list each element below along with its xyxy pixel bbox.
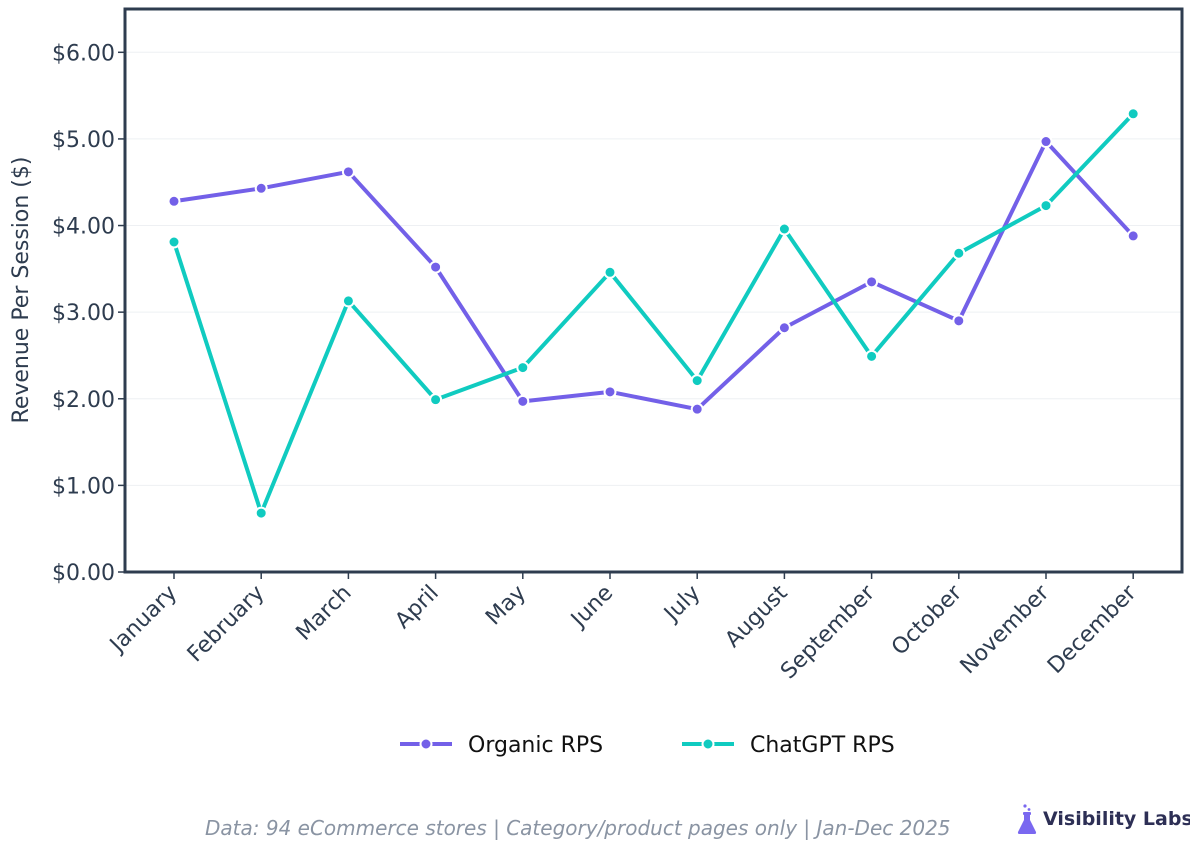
- data-point: [1126, 229, 1140, 243]
- y-tick-label: $0.00: [52, 561, 115, 586]
- data-point: [429, 393, 443, 407]
- y-axis-label: Revenue Per Session ($): [9, 157, 34, 424]
- plot-frame: [123, 7, 1184, 574]
- x-tick-label: October: [887, 580, 968, 661]
- data-point: [952, 246, 966, 260]
- data-point: [1039, 199, 1053, 213]
- data-point: [254, 506, 268, 520]
- data-point: [777, 222, 791, 236]
- legend-label: ChatGPT RPS: [750, 733, 895, 758]
- data-point: [167, 235, 181, 249]
- x-tick-label: February: [183, 581, 270, 668]
- y-tick-label: $5.00: [52, 128, 115, 153]
- data-source-note: Data: 94 eCommerce stores | Category/pro…: [205, 816, 951, 840]
- series-line: [172, 111, 1136, 516]
- x-tick-label: November: [956, 580, 1055, 679]
- x-tick-label: June: [565, 581, 618, 634]
- y-tick-label: $4.00: [52, 215, 115, 240]
- grid-lines: [125, 51, 1182, 486]
- data-point: [254, 181, 268, 195]
- x-tick-label: January: [104, 581, 182, 659]
- flask-icon: [1017, 804, 1037, 834]
- data-point: [1039, 135, 1053, 149]
- data-point: [603, 385, 617, 399]
- data-point: [429, 260, 443, 274]
- series-line: [172, 139, 1136, 412]
- y-tick-label: $1.00: [52, 474, 115, 499]
- legend: Organic RPS ChatGPT RPS: [400, 733, 895, 758]
- data-point: [341, 165, 355, 179]
- y-tick-label: $6.00: [52, 41, 115, 66]
- brand-name: Visibility Labs: [1043, 808, 1190, 830]
- series-lines: [167, 107, 1140, 520]
- x-tick-label: March: [292, 581, 357, 646]
- data-point: [167, 194, 181, 208]
- data-point: [1126, 107, 1140, 121]
- data-point: [690, 402, 704, 416]
- data-point: [690, 374, 704, 388]
- legend-swatch-marker: [419, 737, 433, 751]
- data-point: [341, 294, 355, 308]
- y-tick-label: $3.00: [52, 301, 115, 326]
- data-point: [603, 265, 617, 279]
- data-point: [777, 321, 791, 335]
- x-tick-label: May: [481, 581, 531, 631]
- brand-logo: Visibility Labs: [1016, 803, 1190, 835]
- x-tick-label: August: [721, 580, 793, 652]
- y-tick-label: $2.00: [52, 388, 115, 413]
- data-point: [952, 314, 966, 328]
- axes: $0.00 $1.00 $2.00 $3.00 $4.00 $5.00 $6.00 Janua…: [52, 41, 1142, 684]
- legend-label: Organic RPS: [468, 733, 603, 758]
- data-point: [516, 394, 530, 408]
- data-point: [865, 275, 879, 289]
- x-tick-label: December: [1043, 580, 1142, 679]
- x-tick-label: September: [776, 580, 880, 684]
- data-point: [865, 349, 879, 363]
- x-tick-label: July: [658, 581, 705, 628]
- x-tick-label: April: [391, 581, 444, 634]
- data-point: [516, 361, 530, 375]
- legend-swatch-marker: [701, 737, 715, 751]
